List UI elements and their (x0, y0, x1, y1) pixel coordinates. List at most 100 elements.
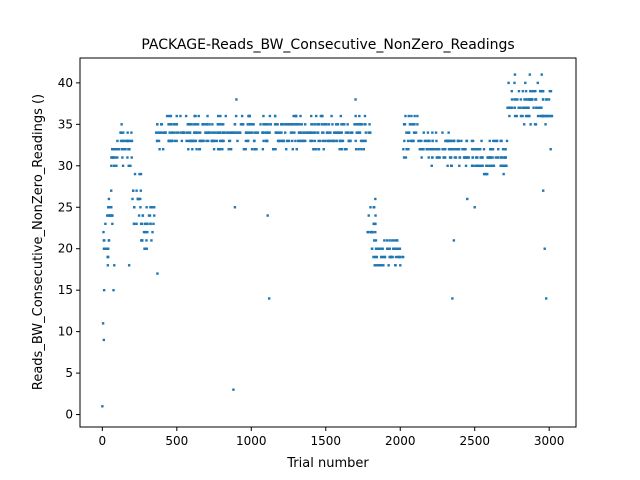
data-point (266, 131, 269, 134)
data-point (329, 131, 332, 134)
data-point (369, 206, 372, 209)
data-point (370, 247, 374, 250)
data-point (145, 206, 148, 209)
data-point (170, 123, 173, 126)
data-point (522, 123, 526, 126)
data-point (297, 123, 300, 126)
data-point (120, 123, 123, 126)
data-point (278, 139, 281, 143)
data-point (374, 214, 377, 217)
data-point (328, 139, 331, 143)
data-point (491, 164, 494, 167)
data-point (194, 131, 197, 134)
data-point (529, 89, 532, 93)
data-point (427, 156, 430, 159)
data-point (521, 114, 524, 118)
data-point (343, 123, 346, 126)
data-point (110, 189, 113, 192)
data-point (175, 139, 178, 143)
data-point (394, 247, 398, 250)
data-point (173, 139, 177, 143)
data-point (536, 81, 539, 85)
data-point (131, 197, 134, 201)
data-point (470, 139, 474, 143)
data-point (104, 222, 107, 226)
data-point (491, 156, 494, 159)
data-point (143, 247, 146, 250)
data-point (164, 131, 167, 134)
data-point (246, 139, 250, 143)
data-point (373, 206, 376, 209)
y-tick-label: 35 (58, 117, 73, 131)
data-point (367, 214, 370, 217)
data-point (238, 131, 241, 134)
data-point (412, 131, 416, 134)
data-point (326, 139, 329, 143)
data-point (232, 388, 235, 391)
data-point (155, 139, 159, 143)
data-point (290, 123, 293, 126)
data-point (345, 148, 348, 151)
data-point (341, 123, 345, 126)
data-point (393, 239, 396, 242)
data-point (180, 139, 184, 143)
data-point (116, 139, 119, 143)
data-point (336, 123, 340, 126)
data-point (242, 148, 246, 151)
data-point (504, 148, 507, 151)
data-point (261, 131, 264, 134)
data-point (466, 197, 469, 201)
data-point (372, 222, 376, 226)
data-point (407, 148, 410, 151)
data-point (334, 123, 338, 126)
data-point (253, 148, 256, 151)
data-point (127, 164, 130, 167)
data-point (207, 139, 210, 143)
data-point (265, 139, 268, 143)
data-point (461, 148, 464, 151)
data-point (480, 139, 483, 143)
data-point (321, 139, 325, 143)
data-point (500, 156, 503, 159)
data-point (355, 131, 358, 134)
data-point (195, 148, 198, 151)
data-point (187, 148, 190, 151)
data-point (507, 106, 510, 109)
data-point (298, 123, 301, 126)
data-point (150, 206, 153, 209)
data-point (349, 139, 352, 143)
data-point (449, 156, 453, 159)
data-point (354, 123, 357, 126)
data-point (293, 131, 296, 134)
data-point (533, 123, 537, 126)
data-point (205, 139, 208, 143)
data-point (179, 114, 182, 118)
data-point (321, 114, 324, 118)
data-point (355, 123, 359, 126)
data-point (113, 148, 117, 151)
data-point (235, 98, 238, 101)
data-point (165, 114, 169, 118)
data-point (393, 247, 396, 250)
data-point (129, 164, 132, 167)
data-point (110, 164, 113, 167)
data-point (519, 114, 523, 118)
data-point (488, 139, 491, 143)
data-point (513, 106, 516, 109)
data-point (155, 131, 158, 134)
data-point (222, 123, 225, 126)
data-point (325, 123, 328, 126)
data-point (454, 156, 458, 159)
data-point (172, 123, 176, 126)
data-point (304, 123, 307, 126)
data-point (388, 247, 391, 250)
data-point (213, 139, 217, 143)
data-point (130, 139, 134, 143)
x-tick-label: 500 (165, 434, 188, 448)
data-point (140, 239, 143, 242)
data-point (107, 239, 111, 242)
data-point (426, 148, 430, 151)
data-point (227, 131, 231, 134)
data-point (407, 114, 410, 118)
data-point (375, 255, 379, 259)
